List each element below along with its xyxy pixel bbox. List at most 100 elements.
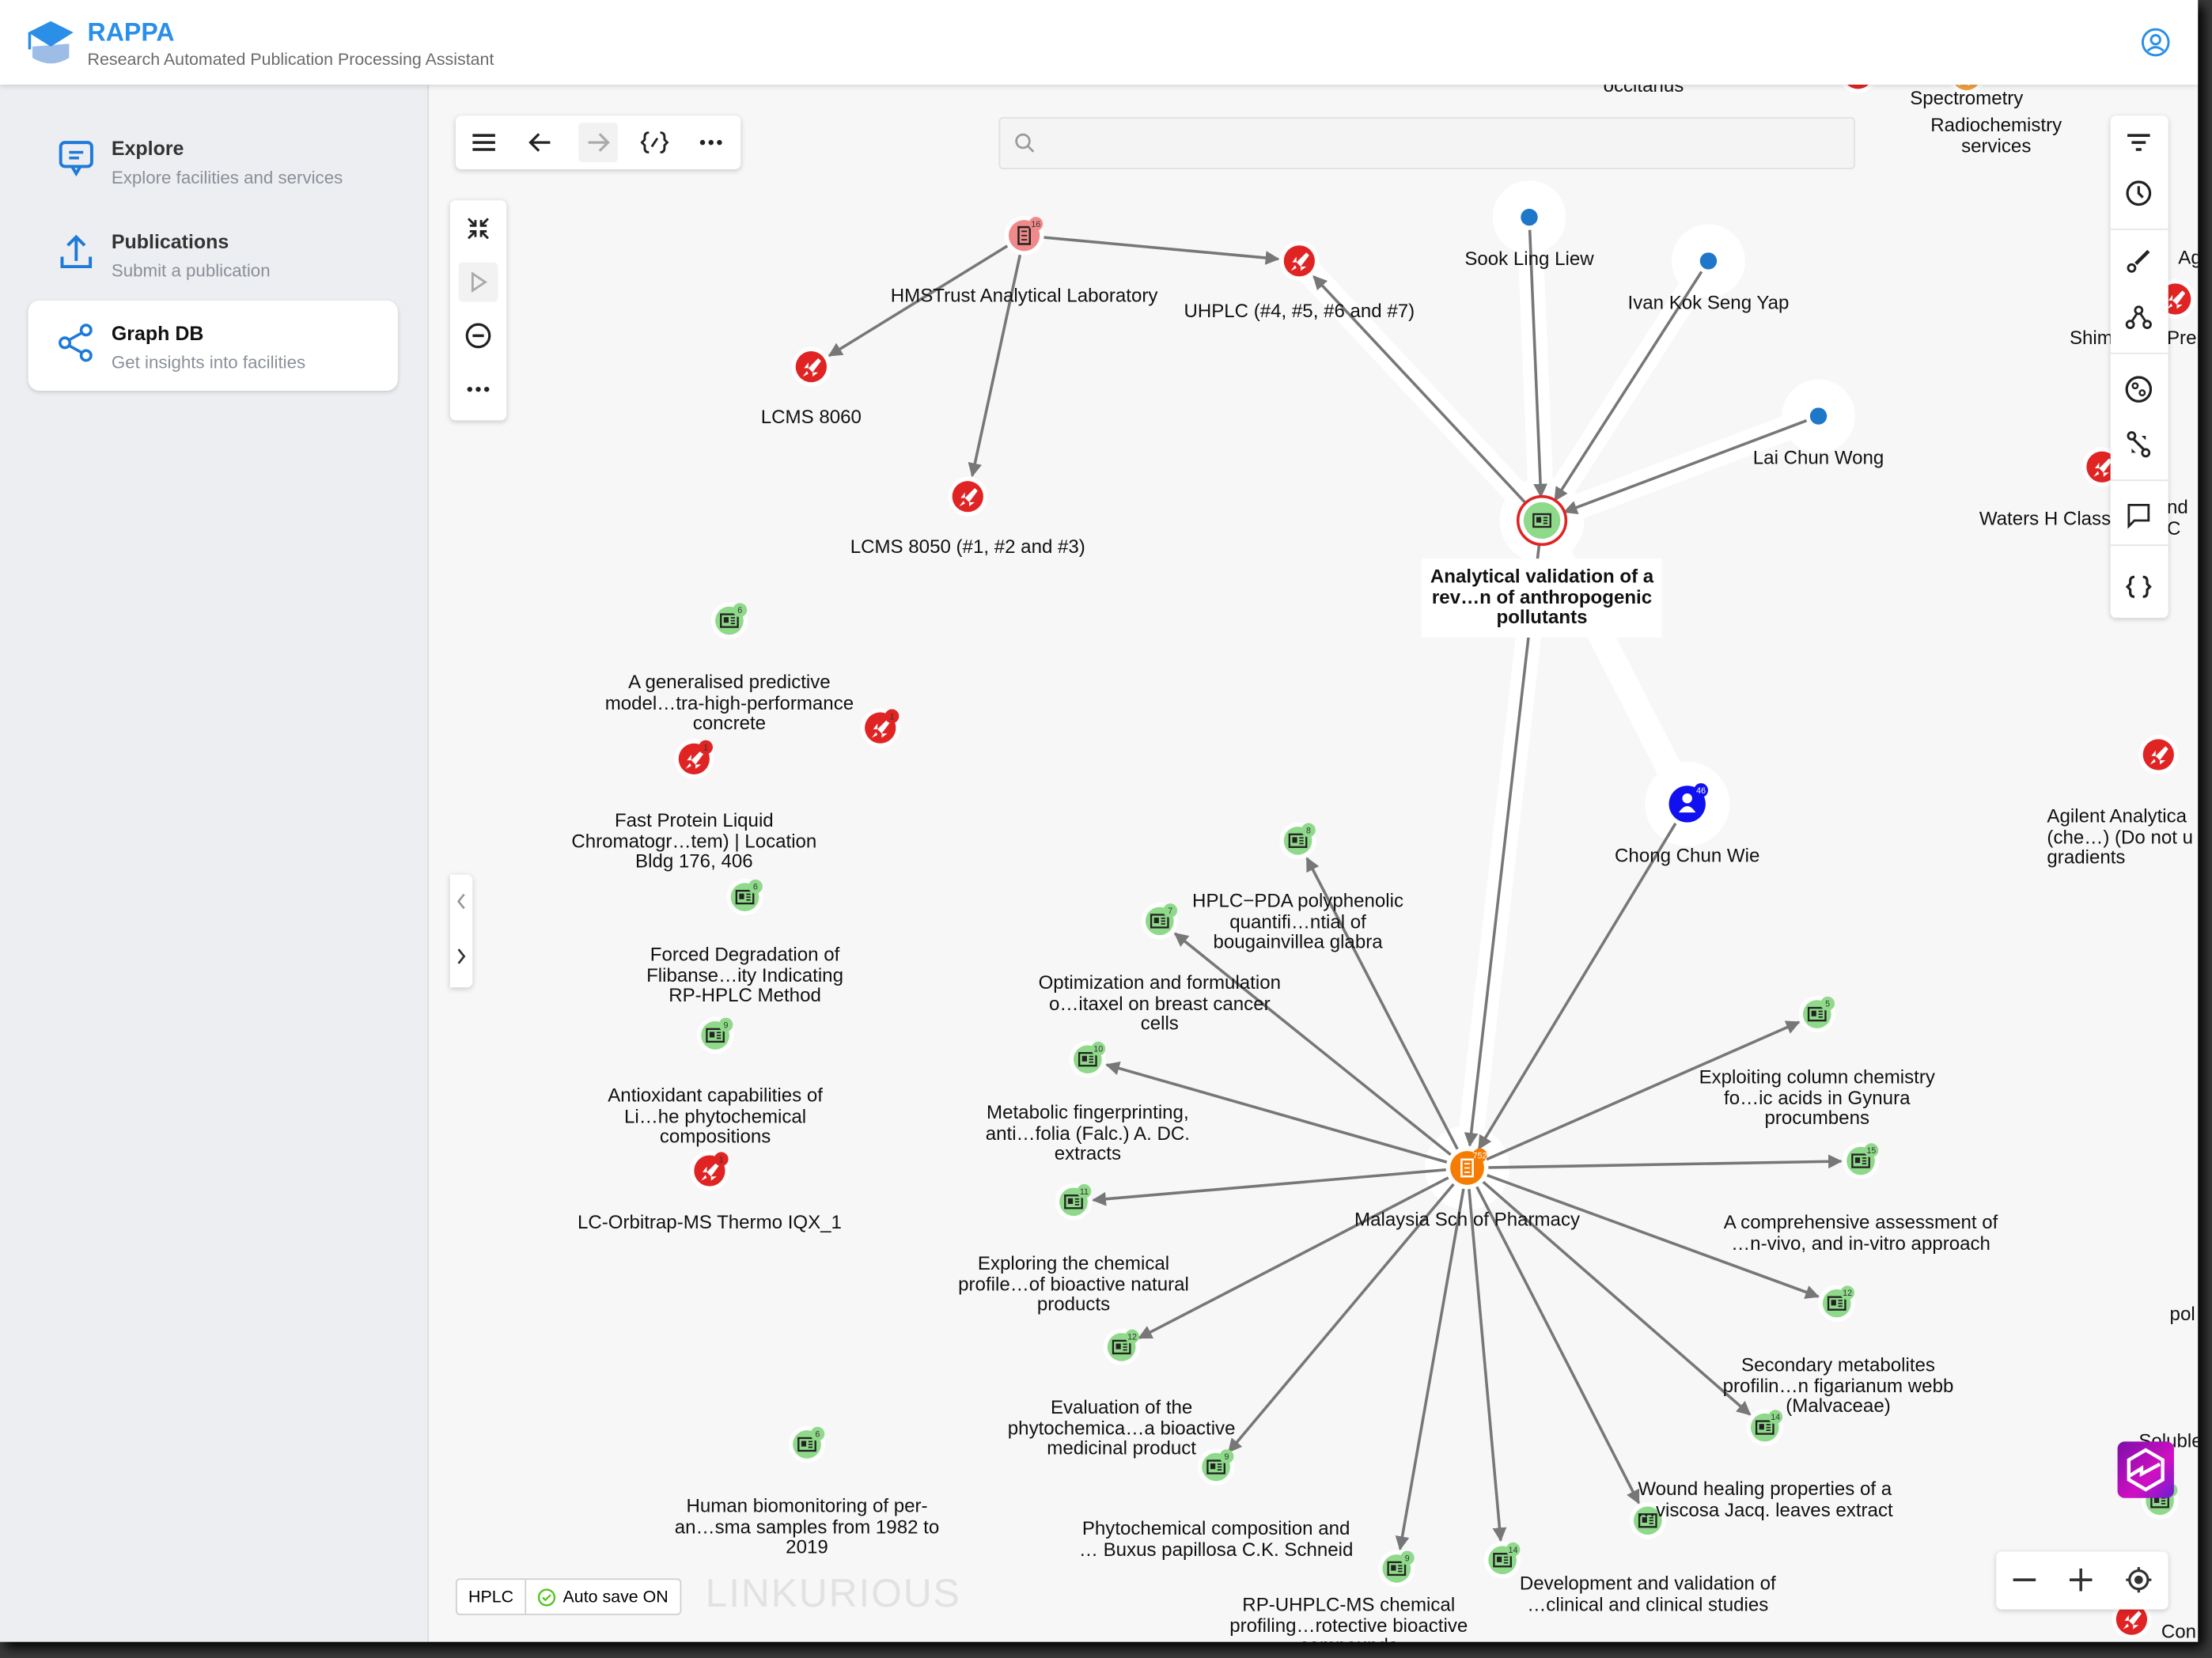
graph-node-p3[interactable]: 9 bbox=[696, 1016, 734, 1054]
edge-msp-p4[interactable] bbox=[1305, 857, 1459, 1150]
node-label: Metabolic fingerprinting, anti…folia (Fa… bbox=[985, 1101, 1190, 1164]
query-button[interactable] bbox=[2119, 567, 2158, 607]
node-badge-count: 12 bbox=[1843, 1289, 1852, 1298]
node-label: Ivan Kok Seng Yap bbox=[1627, 292, 1790, 313]
edge-aval-uhplc[interactable] bbox=[1312, 275, 1528, 505]
graph-node-p15[interactable]: 15 bbox=[1842, 1142, 1880, 1179]
edge-msp-p7[interactable] bbox=[1092, 1168, 1447, 1206]
panel-collapse-handle[interactable] bbox=[449, 874, 473, 988]
sidebar-item-publications[interactable]: Publications Submit a publication bbox=[28, 209, 398, 299]
graph-node-p2[interactable]: 6 bbox=[726, 878, 763, 916]
graph-node-x3[interactable] bbox=[2138, 735, 2179, 774]
graph-node-chong[interactable]: 46 bbox=[1665, 781, 1710, 827]
graph-node-lcms8060[interactable] bbox=[791, 346, 831, 387]
edge-chong-msp[interactable] bbox=[1477, 822, 1677, 1150]
check-circle-icon bbox=[537, 1588, 556, 1606]
graph-node-p12[interactable] bbox=[1629, 1502, 1666, 1539]
edge-sook-aval[interactable] bbox=[1528, 229, 1548, 498]
graph-node-aval[interactable] bbox=[1516, 494, 1568, 547]
graph-node-p6[interactable]: 10 bbox=[1069, 1041, 1107, 1078]
watermark: LINKURIOUS bbox=[705, 1571, 961, 1615]
graph-node-p7[interactable]: 11 bbox=[1055, 1183, 1093, 1221]
edge-msp-p12[interactable] bbox=[1475, 1186, 1640, 1505]
node-label: LCMS 8050 (#1, #2 and #3) bbox=[850, 536, 1085, 558]
sidebar-item-explore[interactable]: Explore Explore facilities and services bbox=[28, 115, 398, 206]
edge-aval-msp[interactable] bbox=[1464, 543, 1541, 1147]
back-button[interactable] bbox=[521, 123, 560, 162]
app-name: RAPPA bbox=[87, 18, 175, 47]
edge-msp-p9[interactable] bbox=[1227, 1183, 1455, 1453]
edge-msp-p13[interactable] bbox=[1482, 1180, 1752, 1416]
more-button[interactable] bbox=[691, 123, 731, 162]
brush-icon bbox=[2127, 249, 2150, 273]
segmentation-button[interactable] bbox=[2119, 369, 2158, 409]
side-more-button[interactable] bbox=[459, 369, 498, 409]
graph-node-p1[interactable]: 6 bbox=[710, 602, 748, 639]
remove-button[interactable] bbox=[459, 316, 498, 355]
design-button[interactable] bbox=[2119, 241, 2158, 281]
node-badge-count: 6 bbox=[737, 606, 742, 615]
play-button[interactable] bbox=[458, 262, 498, 302]
user-account-icon[interactable] bbox=[2140, 27, 2171, 58]
graph-node-p4[interactable]: 8 bbox=[1279, 822, 1316, 859]
fit-screen-button[interactable] bbox=[459, 209, 498, 248]
sidebar-item-subtitle: Submit a publication bbox=[111, 260, 271, 281]
graph-node-lai[interactable] bbox=[1809, 407, 1828, 425]
graph-node-p13[interactable]: 14 bbox=[1746, 1409, 1783, 1446]
comments-button[interactable] bbox=[2119, 495, 2158, 535]
node-label: LCMS 8060 bbox=[760, 406, 862, 428]
locate-button[interactable] bbox=[2119, 1560, 2158, 1599]
arrow-right-icon bbox=[588, 133, 610, 152]
forward-button[interactable] bbox=[578, 123, 619, 163]
edit-query-button[interactable] bbox=[634, 123, 674, 162]
graph-node-msp[interactable]: 752 bbox=[1445, 1146, 1489, 1190]
graph-node-uhplc[interactable] bbox=[1279, 240, 1320, 281]
edge-ivan-aval[interactable] bbox=[1553, 271, 1703, 502]
autosave-indicator[interactable]: Auto save ON bbox=[526, 1587, 680, 1607]
edge-msp-p5[interactable] bbox=[1173, 932, 1452, 1156]
filter-button[interactable] bbox=[2119, 123, 2158, 162]
edge-msp-p15[interactable] bbox=[1488, 1154, 1843, 1169]
edge-msp-p8[interactable] bbox=[1138, 1176, 1449, 1340]
zoom-out-button[interactable] bbox=[2005, 1560, 2044, 1599]
edge-lai-aval[interactable] bbox=[1562, 419, 1808, 514]
edge-hms-uhplc[interactable] bbox=[1044, 236, 1280, 265]
graph-node-p16[interactable]: 5 bbox=[1798, 995, 1835, 1033]
menu-button[interactable] bbox=[464, 123, 504, 162]
graph-node-r2[interactable]: 1 bbox=[674, 739, 714, 779]
graph-node-p9[interactable]: 9 bbox=[1197, 1448, 1235, 1486]
node-label: Lai Chun Wong bbox=[1752, 447, 1884, 469]
node-badge bbox=[1219, 1449, 1234, 1464]
edge-hms-lcms8060[interactable] bbox=[828, 244, 1009, 358]
graph-node-ivan[interactable] bbox=[1699, 252, 1718, 270]
graph-node-sook[interactable] bbox=[1521, 208, 1538, 226]
edge-msp-p6[interactable] bbox=[1105, 1061, 1448, 1164]
graph-node-lcms8050[interactable] bbox=[948, 476, 988, 517]
graph-node-p5[interactable]: 7 bbox=[1141, 903, 1178, 940]
zoom-in-button[interactable] bbox=[2061, 1560, 2100, 1599]
history-button[interactable] bbox=[2119, 173, 2158, 213]
node-badge bbox=[1864, 1143, 1879, 1158]
graph-node-p17[interactable]: 6 bbox=[788, 1425, 826, 1463]
edge-hms-lcms8050[interactable] bbox=[968, 254, 1022, 478]
edge-msp-p11[interactable] bbox=[1468, 1188, 1507, 1543]
edge-msp-p10[interactable] bbox=[1395, 1188, 1465, 1551]
shortest-path-button[interactable] bbox=[2119, 425, 2158, 464]
graph-node-r1[interactable]: 1 bbox=[860, 708, 900, 748]
search-input[interactable] bbox=[1042, 127, 1839, 161]
layout-button[interactable] bbox=[2119, 297, 2158, 337]
edge-msp-p14[interactable] bbox=[1487, 1174, 1820, 1299]
linkurious-app-logo-icon[interactable] bbox=[2117, 1441, 2174, 1498]
graph-node-p11[interactable]: 14 bbox=[1483, 1542, 1521, 1579]
graph-node-p14[interactable]: 12 bbox=[1818, 1285, 1855, 1322]
graph-node-p10[interactable]: 9 bbox=[1378, 1550, 1415, 1588]
graduation-cap-logo-icon bbox=[28, 21, 74, 64]
search-bar[interactable] bbox=[998, 117, 1855, 169]
graph-node-p8[interactable]: 12 bbox=[1103, 1328, 1140, 1366]
node-label: Spectrometry bbox=[1910, 87, 2024, 109]
graph-node-r3[interactable]: 1 bbox=[689, 1151, 729, 1191]
graph-node-hms[interactable]: 16 bbox=[1004, 215, 1044, 256]
sidebar-item-graph-db[interactable]: Graph DB Get insights into facilities bbox=[28, 300, 398, 391]
edge-msp-p16[interactable] bbox=[1486, 1020, 1801, 1161]
